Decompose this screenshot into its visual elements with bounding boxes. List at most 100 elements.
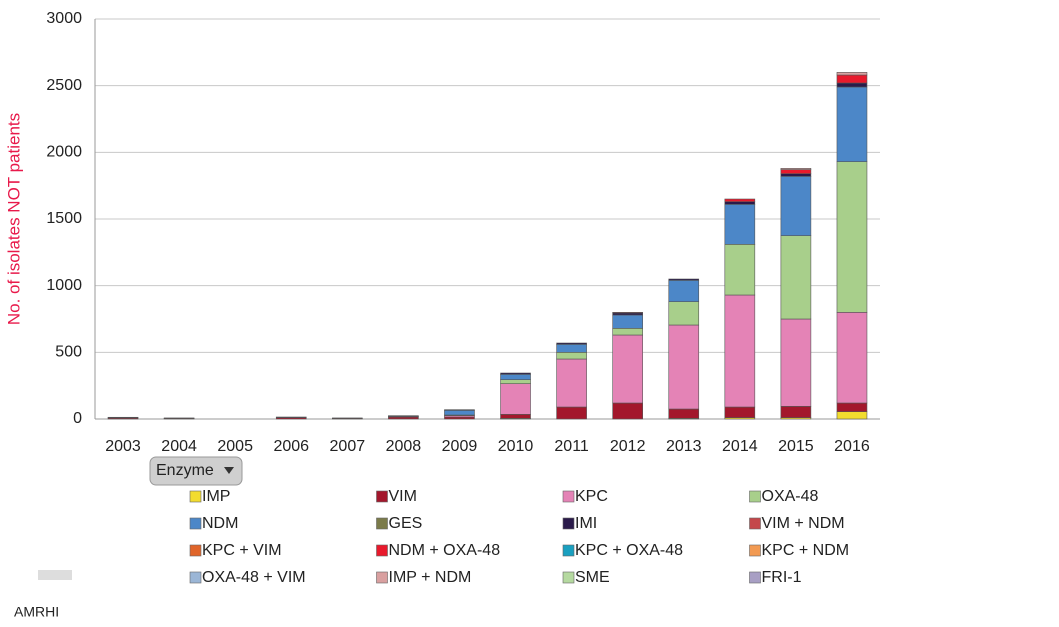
legend-label: IMP — [202, 488, 230, 505]
legend-swatch — [189, 544, 202, 557]
bar-segment — [780, 173, 812, 177]
bar-segment — [500, 414, 531, 419]
legend-label: NDM — [202, 515, 238, 532]
bar-segment — [668, 280, 700, 302]
bar-segment — [836, 74, 868, 84]
legend-swatch — [189, 571, 202, 584]
bar-segment — [836, 72, 868, 76]
legend-swatch — [562, 544, 575, 557]
bar-segment — [444, 409, 475, 411]
legend-label: KPC + OXA-48 — [575, 542, 683, 559]
bar-segment — [836, 411, 868, 420]
x-tick-label: 2005 — [217, 438, 253, 455]
bar-segment — [780, 176, 812, 236]
bar-segment — [668, 301, 700, 326]
legend-swatch — [376, 490, 388, 503]
x-tick-label: 2012 — [610, 438, 646, 455]
y-tick-label: 3000 — [46, 10, 82, 27]
bar-segment — [500, 372, 531, 375]
legend-label: KPC + VIM — [202, 542, 282, 559]
bar-segment — [612, 402, 643, 420]
legend-swatch — [749, 544, 761, 557]
y-tick-label: 1000 — [46, 277, 82, 294]
bar-segment — [500, 374, 531, 380]
legend-swatch — [562, 571, 575, 584]
bar-segment — [388, 415, 419, 417]
legend-label: IMI — [575, 515, 597, 532]
legend-swatch — [189, 517, 202, 530]
legend-label: OXA-48 — [762, 488, 819, 505]
legend-label: GES — [389, 515, 423, 532]
bar-segment — [780, 406, 812, 418]
legend-swatch — [749, 490, 761, 503]
legend-swatch — [562, 517, 575, 530]
bar-segment — [724, 201, 756, 205]
bar-segment — [612, 312, 643, 314]
bar-segment — [500, 383, 531, 415]
bar-segment — [724, 244, 756, 296]
x-tick-label: 2004 — [161, 438, 197, 455]
bar-segment — [556, 358, 587, 408]
bar-segment — [668, 324, 700, 410]
y-tick-label: 1500 — [46, 210, 82, 227]
y-tick-label: 2000 — [46, 144, 82, 161]
y-tick-label: 500 — [55, 344, 82, 361]
y-tick-label: 2500 — [46, 77, 82, 94]
bar-segment — [836, 161, 868, 313]
bar-segment — [724, 204, 756, 245]
legend-swatch — [749, 517, 761, 530]
bar-segment — [780, 318, 812, 407]
x-tick-label: 2011 — [554, 438, 589, 455]
bar-segment — [836, 86, 868, 162]
y-tick-label: 0 — [73, 410, 82, 427]
bar-segment — [444, 410, 475, 416]
x-tick-label: 2003 — [105, 438, 141, 455]
legend-swatch — [376, 517, 388, 530]
bar-segment — [556, 344, 587, 353]
x-tick-label: 2010 — [498, 438, 534, 455]
icon — [38, 570, 72, 580]
bar-segment — [724, 198, 756, 202]
x-tick-label: 2014 — [722, 438, 758, 455]
x-tick-label: 2008 — [386, 438, 422, 455]
legend-swatch — [376, 571, 388, 584]
x-tick-label: 2016 — [834, 438, 870, 455]
dropdown-arrow[interactable] — [224, 467, 234, 474]
bar-segment — [668, 278, 700, 281]
legend-swatch — [189, 490, 202, 503]
bar-segment — [724, 294, 756, 408]
legend-label: KPC + NDM — [762, 542, 850, 559]
x-tick-label: 2013 — [666, 438, 702, 455]
bar-segment — [836, 82, 868, 88]
legend-label: SME — [575, 569, 610, 586]
bar-segment — [444, 416, 475, 420]
legend-swatch — [376, 544, 388, 557]
legend-label: NDM + OXA-48 — [389, 542, 501, 559]
y-axis-label: No. of isolates NOT patients — [4, 113, 23, 325]
footer: AMRHI — [14, 604, 59, 620]
filter-button-label[interactable]: Enzyme — [156, 462, 214, 479]
bar-segment — [275, 416, 307, 418]
bar-segment — [612, 314, 643, 329]
x-tick-label: 2015 — [778, 438, 814, 455]
x-tick-label: 2009 — [442, 438, 478, 455]
filter-button[interactable] — [149, 456, 243, 486]
bar-segment — [107, 416, 139, 419]
bar-segment — [668, 408, 700, 419]
x-tick-label: 2006 — [273, 438, 309, 455]
legend-label: VIM — [389, 488, 417, 505]
bar-segment — [500, 379, 531, 384]
x-tick-label: 2007 — [330, 438, 366, 455]
bar-segment — [556, 342, 587, 345]
bar-segment — [556, 352, 587, 360]
legend-label: FRI-1 — [762, 569, 802, 586]
bar-segment — [780, 235, 812, 320]
legend-label: KPC — [575, 488, 608, 505]
bar-segment — [780, 168, 812, 170]
legend-swatch — [749, 571, 761, 584]
bar-segment — [836, 402, 868, 412]
bar-segment — [780, 169, 812, 174]
legend-label: IMP + NDM — [389, 569, 472, 586]
bar-segment — [724, 406, 756, 418]
